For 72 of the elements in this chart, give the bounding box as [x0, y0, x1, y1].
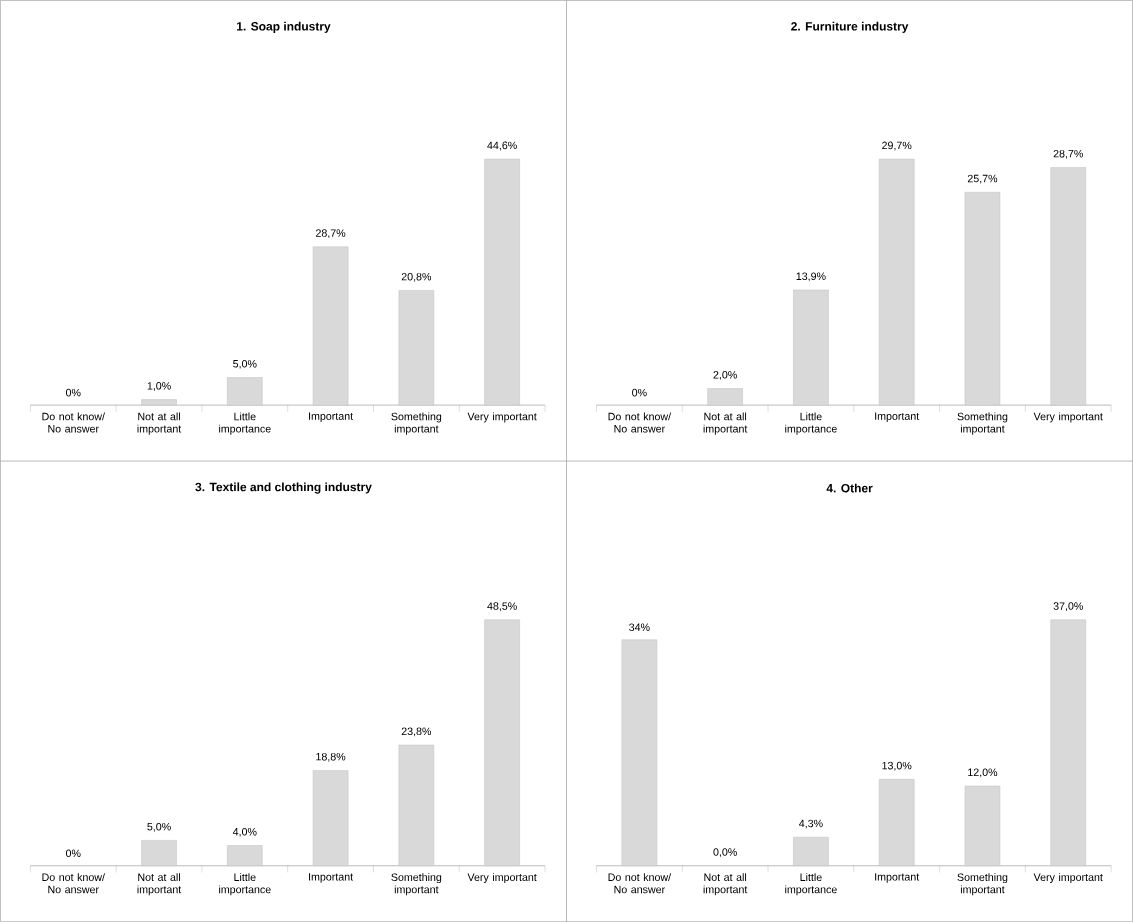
bar	[1050, 619, 1086, 866]
x-tick-label: Little importance	[219, 873, 271, 896]
bar	[484, 619, 520, 866]
bar	[1050, 167, 1086, 406]
x-tick-label: Little importance	[785, 873, 837, 896]
bar	[141, 399, 177, 406]
x-tick-label: Do not know/ No answer	[608, 873, 672, 894]
data-label: 12,0%	[968, 768, 998, 778]
x-tick-label: Very important	[467, 873, 537, 884]
data-label: 4,0%	[232, 827, 257, 837]
x-tick-label: Something important	[391, 873, 442, 896]
data-label: 37,0%	[1053, 602, 1083, 612]
data-label: 29,7%	[882, 141, 912, 151]
x-tick-label: Not at all important	[703, 412, 748, 435]
x-tick-label: Something important	[391, 412, 442, 435]
data-label: 4,3%	[799, 819, 823, 829]
x-tick-label: Little importance	[219, 412, 271, 435]
data-label: 23,8%	[401, 727, 432, 737]
bar	[312, 246, 349, 406]
data-label: 13,9%	[796, 272, 826, 282]
data-label: 0%	[632, 388, 647, 397]
bar	[227, 845, 263, 866]
x-tick-label: Something important	[957, 412, 1008, 435]
data-label: 28,7%	[316, 229, 346, 239]
data-label: 20,8%	[401, 272, 432, 282]
data-label: 5,0%	[147, 822, 171, 832]
data-label: 13,0%	[882, 761, 912, 771]
bar	[964, 191, 1001, 406]
bar	[312, 770, 349, 866]
bar	[878, 779, 915, 866]
bar	[227, 377, 263, 406]
x-tick-label: Not at all important	[137, 412, 182, 435]
data-label: 25,7%	[967, 174, 998, 184]
data-label: 5,0%	[233, 359, 257, 369]
chart-title: 3. Textile and clothing industry	[195, 482, 372, 494]
data-label: 0%	[65, 849, 81, 858]
bar	[398, 744, 435, 866]
data-label: 34%	[629, 623, 650, 631]
bar	[621, 639, 658, 866]
x-tick-label: Not at all important	[703, 873, 748, 896]
x-tick-label: Do not know/ No answer	[42, 873, 105, 894]
data-label: 18,8%	[316, 752, 346, 762]
chart-title: 2. Furniture industry	[791, 21, 909, 33]
data-label: 0%	[65, 388, 81, 397]
bar	[484, 158, 520, 406]
bar	[878, 158, 915, 406]
x-tick-label: Important	[875, 412, 920, 422]
x-tick-label: Something important	[957, 873, 1008, 896]
x-tick-label: Important	[309, 412, 354, 422]
bar	[964, 785, 1001, 866]
bar	[793, 289, 829, 406]
x-tick-label: Little importance	[785, 412, 837, 435]
data-label: 28,7%	[1053, 149, 1083, 159]
x-tick-label: Very important	[467, 412, 537, 423]
x-tick-label: Not at all important	[137, 873, 182, 896]
x-tick-label: Very important	[1033, 873, 1103, 884]
x-tick-label: Important	[875, 873, 920, 883]
bar	[141, 840, 177, 866]
data-label: 1,0%	[147, 382, 171, 391]
chart-title: 4. Other	[826, 483, 873, 493]
data-label: 2,0%	[713, 370, 737, 380]
bar	[793, 836, 829, 866]
data-label: 44,6%	[487, 141, 517, 151]
x-tick-label: Do not know/ No answer	[42, 412, 105, 433]
bar	[398, 290, 435, 406]
data-label: 48,5%	[487, 602, 517, 612]
x-tick-label: Do not know/ No answer	[608, 412, 672, 433]
chart-title: 1. Soap industry	[237, 21, 331, 33]
bar	[707, 388, 743, 406]
x-tick-label: Very important	[1033, 412, 1103, 423]
data-label: 0,0%	[713, 848, 737, 858]
x-tick-label: Important	[309, 873, 354, 883]
